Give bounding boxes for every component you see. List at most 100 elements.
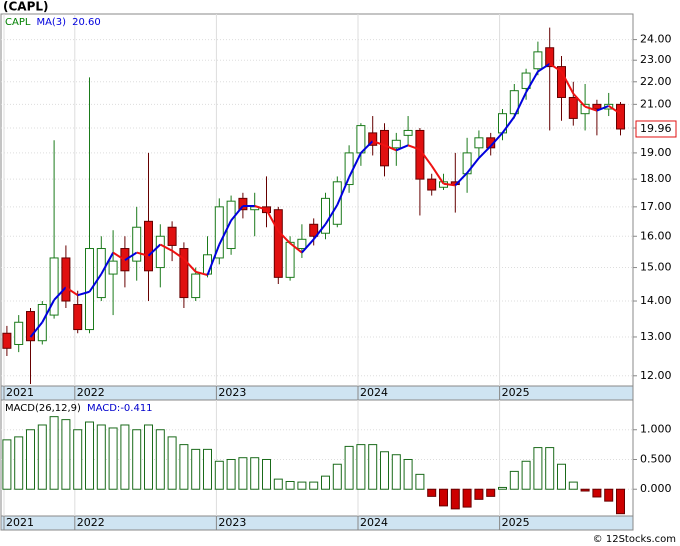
candle-body (238, 197, 248, 211)
macd-bar (474, 488, 484, 500)
macd-bar (403, 458, 413, 490)
macd-bar (533, 447, 543, 490)
x-tick-label: 2024 (360, 386, 388, 399)
candle-body (144, 220, 153, 272)
candle-body (427, 178, 437, 191)
macd-panel (0, 399, 634, 517)
macd-bar (580, 488, 590, 492)
macd-bar (285, 480, 295, 490)
ma-segment (41, 299, 55, 323)
candle-body (61, 257, 71, 302)
ma-segment (489, 132, 504, 147)
candle-body (179, 248, 189, 299)
ma-segment (289, 242, 303, 254)
macd-bar (26, 429, 35, 490)
macd-bar (368, 444, 378, 490)
candle-body (403, 129, 413, 136)
x-tick-label: 2021 (6, 516, 34, 529)
y-tick-label: 23.00 (640, 53, 672, 66)
macd-bar (167, 436, 177, 490)
watermark: © 12Stocks.com (593, 534, 676, 545)
macd-bar (545, 447, 555, 490)
ma-segment (572, 92, 586, 108)
macd-bar (108, 427, 118, 490)
ma-segment (407, 144, 421, 151)
candle-body (474, 137, 484, 149)
candle-body (509, 90, 519, 115)
macd-bar (462, 488, 472, 508)
x-tick-label: 2022 (77, 516, 105, 529)
ma-segment (454, 172, 468, 187)
macd-bar (616, 488, 625, 515)
ma-segment (312, 223, 327, 240)
macd-bar (321, 475, 330, 490)
macd-bar (37, 424, 47, 490)
candle-body (297, 238, 307, 250)
candle-body (521, 72, 531, 89)
macd-bar (226, 458, 236, 490)
macd-bar (297, 481, 307, 490)
macd-prefix: MACD: (87, 403, 120, 414)
macd-last-value: -0.411 (120, 403, 152, 414)
ma-segment (77, 290, 90, 297)
y-tick-label: 12.00 (640, 369, 672, 382)
y-tick-label: 19.00 (640, 146, 672, 159)
ma-segment (183, 258, 197, 273)
ma-segment (443, 182, 456, 187)
ma-segment (336, 176, 351, 206)
ma-segment (395, 144, 409, 152)
ma-last-value: 20.60 (72, 17, 101, 28)
ma-segment (372, 140, 385, 147)
ma-segment (265, 209, 280, 232)
macd-bar (155, 429, 165, 490)
ma-segment (324, 204, 339, 225)
macd-bar (61, 419, 71, 490)
ma-segment (419, 149, 433, 167)
macd-bar (391, 454, 401, 490)
candle-body (344, 152, 354, 186)
plot-layer: 2021 2022 2023 2024 2025 12.00 13.00 14.00 15.00… (1, 14, 677, 530)
ma-segment (136, 251, 149, 257)
macd-bar (132, 429, 142, 490)
ma-segment (218, 220, 232, 245)
macd-bar (568, 481, 578, 490)
macd-bar (592, 488, 602, 498)
ma-segment (301, 238, 315, 254)
macd-bar (498, 486, 507, 490)
candle-body (285, 241, 295, 278)
macd-bar (203, 448, 212, 490)
x-axis-band (0, 515, 634, 531)
y-tick-label: 21.00 (640, 97, 672, 110)
macd-bar (73, 429, 83, 490)
candle-body (545, 47, 555, 68)
macd-bar (332, 463, 342, 490)
ma-segment (171, 249, 185, 260)
macd-bar (262, 458, 271, 490)
y-tick-label: 16.00 (640, 229, 672, 242)
macd-bar (450, 488, 460, 510)
macd-bar (509, 470, 519, 490)
chart-title: (CAPL) (3, 0, 49, 14)
macd-bar (521, 460, 531, 490)
y-tick-label: 24.00 (640, 33, 672, 46)
ma-segment (348, 152, 362, 178)
macd-bar (356, 444, 366, 490)
candle-body (226, 200, 236, 250)
ma-segment (478, 145, 492, 159)
y-tick-label: 18.00 (640, 172, 672, 185)
candle-body (616, 103, 625, 130)
candle-body (26, 311, 35, 342)
y-tick-label: 13.00 (640, 330, 672, 343)
y-tick-label: 1.000 (640, 423, 672, 436)
legend: CAPL MA(3) 20.60 (5, 17, 101, 28)
ma-segment (112, 251, 126, 262)
macd-bar (309, 481, 319, 490)
candle-body (85, 248, 94, 331)
ma-segment (65, 286, 79, 296)
candle-body (203, 254, 212, 275)
ma-segment (124, 251, 138, 262)
ma-segment (88, 273, 103, 293)
ma-segment (537, 62, 551, 73)
candle-body (380, 129, 389, 167)
y-tick-label: 0.500 (640, 452, 672, 465)
